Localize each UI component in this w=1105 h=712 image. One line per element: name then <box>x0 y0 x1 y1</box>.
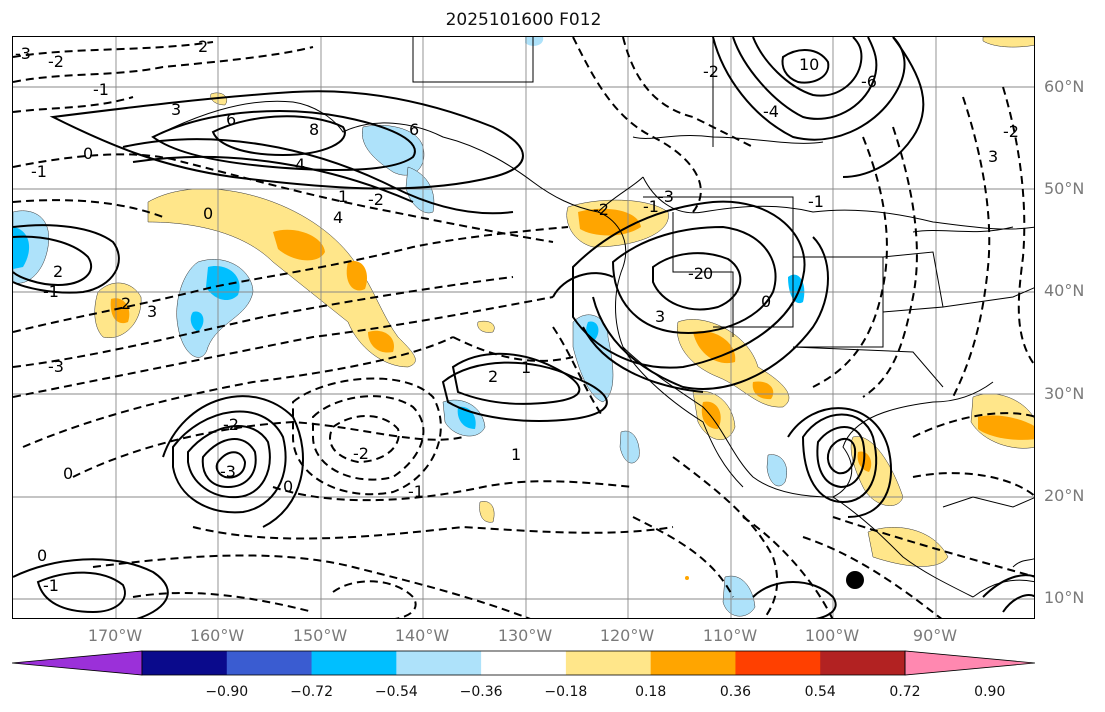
contour-label: -1 <box>43 282 59 301</box>
contour-label: -2 <box>353 444 369 463</box>
contour-label: -2 <box>688 264 704 283</box>
contour-label: 1 <box>521 358 531 377</box>
colorbar-tick-label: −0.18 <box>544 684 588 700</box>
colorbar-tick-label: 0.54 <box>804 684 836 700</box>
contour-label: 2 <box>121 294 131 313</box>
colorbar-segment <box>565 651 652 675</box>
contour-label: -3 <box>48 357 64 376</box>
contour-label: 0 <box>703 264 713 283</box>
colorbar-tick-label: −0.54 <box>374 684 418 700</box>
contour-label: -2 <box>1003 122 1019 141</box>
colorbar-segments <box>12 650 1035 676</box>
contour-label: 3 <box>147 302 157 321</box>
colorbar-tick-label: −0.36 <box>459 684 503 700</box>
colorbar-segment <box>311 651 397 675</box>
contour-label: 4 <box>295 155 305 174</box>
latitude-label: 60°N <box>1044 77 1085 96</box>
contour-label: -1 <box>93 80 109 99</box>
contour-label: -2 <box>368 190 384 209</box>
coastlines <box>152 37 1034 598</box>
contour-label: -3 <box>220 462 236 481</box>
contour-label: -1 <box>643 197 659 216</box>
contour-label: 10 <box>799 55 819 74</box>
contour-label: -3 <box>658 187 674 206</box>
latitude-label: 50°N <box>1044 179 1085 198</box>
contour-label: 2 <box>198 37 208 56</box>
shading-layer <box>13 37 1034 617</box>
colorbar-tick-label: 0.18 <box>635 684 667 700</box>
contour-label: -2 <box>48 52 64 71</box>
positive-contours <box>13 37 1034 618</box>
contour-label: -1 <box>43 576 59 595</box>
colorbar-tick-label: 0.90 <box>974 684 1006 700</box>
colorbar-segment <box>396 651 482 675</box>
contour-label: 0 <box>37 546 47 565</box>
contour-label: 3 <box>171 100 181 119</box>
colorbar-tick-label: 0.72 <box>889 684 921 700</box>
contour-label: 8 <box>309 120 319 139</box>
latitude-label: 10°N <box>1044 588 1085 607</box>
map-title: 2025101600 F012 <box>445 10 602 30</box>
contour-label: 0 <box>63 464 73 483</box>
contour-label: 3 <box>988 147 998 166</box>
longitude-label: 100°W <box>804 626 860 645</box>
colorbar-extend-low <box>12 650 143 676</box>
contour-label: -1 <box>408 482 424 501</box>
small-marker <box>685 576 689 580</box>
colorbar-frame <box>141 650 906 676</box>
colorbar-extend-high <box>904 650 1035 676</box>
contour-label: 0 <box>83 144 93 163</box>
colorbar <box>12 650 1035 676</box>
graticule <box>13 37 1034 618</box>
contour-label: -6 <box>861 72 877 91</box>
longitude-label: 110°W <box>702 626 758 645</box>
contour-label: -3 <box>15 44 31 63</box>
colorbar-tick-label: −0.72 <box>290 684 333 700</box>
contour-label: 3 <box>655 307 665 326</box>
negative-contours <box>13 37 1034 618</box>
contour-label: 4 <box>333 208 343 227</box>
map-canvas: -3 -2 -1 0 -1 2 3 6 8 1 4 -2 6 10 -4 -2 … <box>13 37 1034 618</box>
colorbar-segment <box>735 651 821 675</box>
longitude-label: 160°W <box>189 626 245 645</box>
contour-label: 0 <box>283 477 293 496</box>
longitude-label: 130°W <box>497 626 553 645</box>
colorbar-segment <box>820 651 906 675</box>
map-panel: -3 -2 -1 0 -1 2 3 6 8 1 4 -2 6 10 -4 -2 … <box>12 36 1035 619</box>
colorbar-segment <box>226 651 313 675</box>
contour-label: -4 <box>763 102 779 121</box>
colorbar-tick-label: −0.90 <box>205 684 249 700</box>
longitude-label: 120°W <box>599 626 655 645</box>
contour-label: 6 <box>409 120 419 139</box>
marker-dot <box>846 571 864 589</box>
colorbar-segment <box>650 651 736 675</box>
longitude-label: 90°W <box>912 626 958 645</box>
longitude-label: 150°W <box>292 626 348 645</box>
contour-label: 2 <box>488 367 498 386</box>
contour-label: 1 <box>511 445 521 464</box>
colorbar-segment <box>481 651 567 675</box>
longitude-label: 170°W <box>87 626 143 645</box>
contour-label: 0 <box>203 204 213 223</box>
contour-label: 1 <box>338 187 348 206</box>
colorbar-segment <box>142 651 228 675</box>
colorbar-tick-label: 0.36 <box>719 684 752 700</box>
contour-label: 6 <box>226 110 236 129</box>
latitude-label: 40°N <box>1044 281 1085 300</box>
contour-label: 0 <box>761 292 771 311</box>
contour-label: -2 <box>703 62 719 81</box>
contour-label: -1 <box>808 192 824 211</box>
contour-label: -2 <box>223 415 239 434</box>
longitude-label: 140°W <box>394 626 450 645</box>
contour-label: -1 <box>31 162 47 181</box>
contour-label: -2 <box>593 200 609 219</box>
latitude-label: 30°N <box>1044 384 1085 403</box>
latitude-label: 20°N <box>1044 486 1085 505</box>
contour-label: 2 <box>53 262 63 281</box>
contour-label-group: -3 -2 -1 0 -1 2 3 6 8 1 4 -2 6 10 -4 -2 … <box>15 37 1019 595</box>
